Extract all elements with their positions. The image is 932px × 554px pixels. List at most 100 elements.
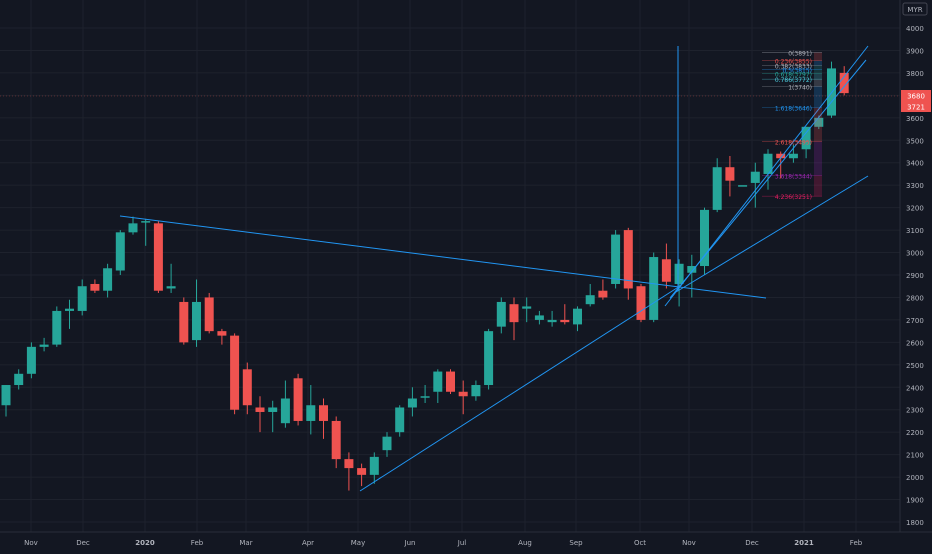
candle[interactable] xyxy=(458,380,468,415)
candle-body xyxy=(776,153,786,159)
candle[interactable] xyxy=(115,230,125,275)
y-tick-label: 2900 xyxy=(906,272,924,280)
x-tick-label: Feb xyxy=(191,539,204,547)
candle-body xyxy=(509,304,519,323)
candle[interactable] xyxy=(547,310,557,327)
candle[interactable] xyxy=(560,304,570,325)
fib-band xyxy=(814,141,822,176)
candle[interactable] xyxy=(827,61,836,118)
candle[interactable] xyxy=(242,362,252,415)
candle-body xyxy=(839,72,849,94)
candle[interactable] xyxy=(839,66,849,96)
candle-body xyxy=(585,295,595,305)
candle[interactable] xyxy=(433,369,443,403)
fib-band xyxy=(814,65,822,70)
candle[interactable] xyxy=(280,380,290,428)
ascending-trendline-main[interactable] xyxy=(359,285,681,492)
candle[interactable] xyxy=(128,216,138,235)
candle[interactable] xyxy=(204,292,214,334)
candle-body xyxy=(115,232,125,271)
candle[interactable] xyxy=(14,369,24,390)
fibonacci-extension[interactable]: 0(3891)0.236(3855)0.382(3833)0.5(3815)0.… xyxy=(762,50,822,201)
candle[interactable] xyxy=(344,452,354,491)
descending-trendline[interactable] xyxy=(119,215,767,299)
candle[interactable] xyxy=(573,306,582,332)
candle[interactable] xyxy=(382,432,392,457)
candle[interactable] xyxy=(192,279,201,347)
candle-body xyxy=(382,436,392,451)
x-tick-label: Dec xyxy=(745,539,759,547)
candle[interactable] xyxy=(661,243,671,289)
candle[interactable] xyxy=(331,416,341,469)
candle[interactable] xyxy=(509,297,519,341)
candle[interactable] xyxy=(293,373,303,426)
candle[interactable] xyxy=(471,380,481,401)
candle-body xyxy=(306,405,316,421)
candle[interactable] xyxy=(763,149,773,190)
candle[interactable] xyxy=(420,385,430,403)
candle[interactable] xyxy=(65,299,74,329)
candle-body xyxy=(52,310,62,345)
candle[interactable] xyxy=(26,342,36,379)
candle[interactable] xyxy=(687,254,697,298)
candle[interactable] xyxy=(636,283,646,323)
candle[interactable] xyxy=(407,387,417,417)
fib-band xyxy=(814,73,822,80)
candle[interactable] xyxy=(484,328,494,390)
candle-body xyxy=(484,331,494,386)
candle[interactable] xyxy=(179,297,189,345)
y-tick-label: 3500 xyxy=(906,137,924,145)
candle[interactable] xyxy=(52,306,62,347)
fan-line-shallow[interactable] xyxy=(675,175,869,293)
fan-line-mid[interactable] xyxy=(669,59,867,299)
candle[interactable] xyxy=(357,463,367,487)
candle-body xyxy=(1,385,11,406)
candle[interactable] xyxy=(90,279,100,293)
vertical-grid xyxy=(30,0,857,532)
candle[interactable] xyxy=(153,221,163,293)
candle[interactable] xyxy=(522,297,532,323)
candle-body xyxy=(90,283,100,291)
candle[interactable] xyxy=(712,158,722,213)
candle[interactable] xyxy=(750,162,760,208)
candle[interactable] xyxy=(496,297,506,334)
x-tick-label: Apr xyxy=(302,539,314,547)
candle[interactable] xyxy=(77,279,87,316)
x-tick-label: Nov xyxy=(682,539,696,547)
candle-body xyxy=(331,420,341,460)
currency-badge[interactable]: MYR xyxy=(902,2,928,16)
time-axis[interactable]: Nov Dec 2020 Feb Mar Apr May Jun Jul Aug Sep Oct Nov… xyxy=(0,531,932,547)
candle[interactable] xyxy=(649,252,659,323)
y-tick-label: 1900 xyxy=(906,497,924,505)
candle[interactable] xyxy=(369,452,379,484)
candle-body xyxy=(293,378,303,421)
candle[interactable] xyxy=(230,333,240,415)
price-tag-label: 3680 xyxy=(907,93,925,101)
candle[interactable] xyxy=(217,328,227,345)
candle[interactable] xyxy=(306,385,316,435)
candle[interactable] xyxy=(674,259,684,307)
candle[interactable] xyxy=(534,310,544,325)
candle[interactable] xyxy=(166,263,176,293)
candle[interactable] xyxy=(598,279,608,300)
candle[interactable] xyxy=(446,369,455,395)
candle[interactable] xyxy=(1,385,11,417)
price-axis[interactable]: 1800 1900 2000 2100 2200 2300 2400 2500 2600 2700… xyxy=(899,0,932,550)
candle[interactable] xyxy=(700,207,709,275)
candle[interactable] xyxy=(395,405,405,437)
candle[interactable] xyxy=(776,151,786,179)
candle[interactable] xyxy=(725,155,735,197)
candle-body xyxy=(141,221,151,223)
candle[interactable] xyxy=(255,396,265,433)
candle[interactable] xyxy=(103,263,113,298)
candle[interactable] xyxy=(39,337,49,352)
candle[interactable] xyxy=(738,185,748,187)
candle[interactable] xyxy=(268,400,278,433)
candle[interactable] xyxy=(585,283,595,307)
candle[interactable] xyxy=(319,398,328,439)
y-tick-label: 3400 xyxy=(906,160,924,168)
candle[interactable] xyxy=(623,227,633,300)
candle[interactable] xyxy=(141,218,151,246)
